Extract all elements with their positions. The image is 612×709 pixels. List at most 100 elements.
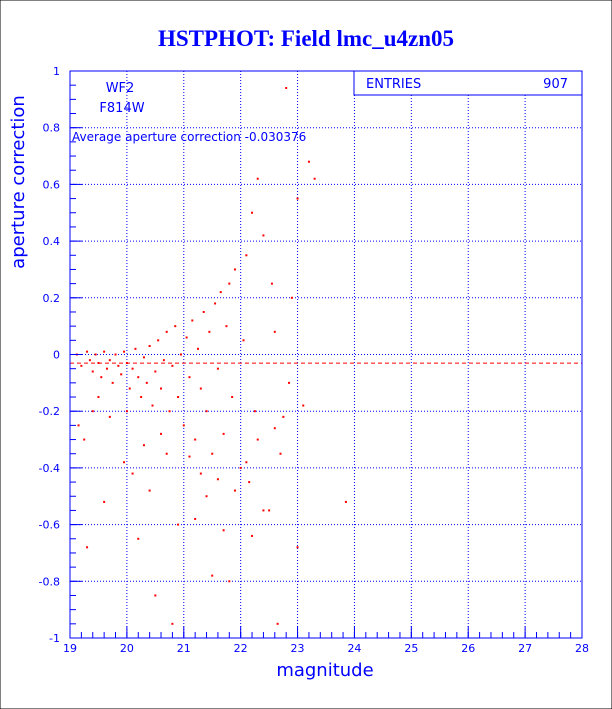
data-point (188, 376, 191, 379)
data-point (242, 339, 245, 342)
data-point (290, 296, 293, 299)
data-point (262, 509, 265, 512)
x-tick-label: 28 (575, 642, 589, 655)
data-point (165, 330, 168, 333)
data-point (142, 356, 145, 359)
data-point (131, 367, 134, 370)
data-point (188, 455, 191, 458)
data-point (154, 594, 157, 597)
data-point (219, 291, 222, 294)
data-point (307, 160, 310, 163)
data-point (191, 319, 194, 322)
data-point (117, 364, 120, 367)
y-tick-label: -1 (49, 632, 60, 645)
data-point (273, 427, 276, 430)
x-tick-label: 24 (347, 642, 361, 655)
data-point (83, 438, 86, 441)
data-point (256, 438, 259, 441)
data-point (140, 396, 143, 399)
data-point (142, 444, 145, 447)
data-point (313, 177, 316, 180)
x-tick-label: 22 (234, 642, 248, 655)
data-point (216, 367, 219, 370)
x-axis: 19 20 21 22 23 24 25 26 27 28 (63, 626, 589, 655)
data-point (131, 472, 134, 475)
y-tick-label: -0.8 (39, 575, 60, 588)
y-tick-label: 0.6 (43, 178, 61, 191)
data-point (233, 489, 236, 492)
data-point (148, 344, 151, 347)
stats-value: 907 (543, 77, 568, 92)
data-point (199, 472, 202, 475)
data-point (86, 546, 89, 549)
x-axis-label: magnitude (276, 660, 373, 681)
data-point (148, 489, 151, 492)
data-point (100, 376, 103, 379)
data-point (270, 282, 273, 285)
data-point (105, 367, 108, 370)
y-tick-label: 0.4 (43, 235, 61, 248)
data-point (165, 452, 168, 455)
data-point (145, 381, 148, 384)
y-tick-label: 0 (53, 349, 60, 362)
data-point (222, 432, 225, 435)
data-point (125, 362, 128, 365)
data-point (302, 404, 305, 407)
data-point (279, 452, 282, 455)
data-point (160, 387, 163, 390)
stats-label: ENTRIES (366, 77, 421, 92)
data-point (97, 396, 100, 399)
data-point (211, 574, 214, 577)
data-point (174, 325, 177, 328)
data-point (285, 87, 288, 90)
data-point (245, 254, 248, 257)
x-tick-label: 27 (518, 642, 532, 655)
data-point (80, 364, 83, 367)
data-point (160, 432, 163, 435)
data-point (194, 517, 197, 520)
data-point (231, 396, 234, 399)
data-point (177, 523, 180, 526)
x-tick-label: 23 (291, 642, 305, 655)
data-point (344, 500, 347, 503)
data-point (208, 330, 211, 333)
x-tick-label: 26 (461, 642, 475, 655)
x-tick-label: 20 (120, 642, 134, 655)
data-point (185, 336, 188, 339)
data-point (256, 177, 259, 180)
data-point (211, 452, 214, 455)
data-point (222, 529, 225, 532)
data-point (134, 347, 137, 350)
average-annotation: Average aperture correction -0.030376 (72, 130, 306, 144)
data-point (123, 350, 126, 353)
data-point (88, 359, 91, 362)
data-point (233, 268, 236, 271)
data-point (114, 353, 117, 356)
data-point (182, 424, 185, 427)
data-point (91, 370, 94, 373)
data-point (108, 359, 111, 362)
data-point (137, 537, 140, 540)
y-axis-label: aperture correction (8, 95, 29, 269)
data-point (205, 495, 208, 498)
data-point (228, 282, 231, 285)
x-tick-label: 21 (177, 642, 191, 655)
filter-label: F814W (99, 101, 144, 116)
y-tick-label: 0.2 (43, 292, 61, 305)
data-point (179, 353, 182, 356)
data-point (168, 410, 171, 413)
x-tick-label: 25 (404, 642, 418, 655)
data-point (262, 234, 265, 237)
stats-box: ENTRIES 907 (353, 70, 583, 96)
data-point (296, 197, 299, 200)
data-point (137, 376, 140, 379)
data-point (77, 424, 80, 427)
x-tick-label: 19 (63, 642, 77, 655)
y-tick-label: -0.2 (39, 405, 60, 418)
data-point (94, 353, 97, 356)
data-point (296, 546, 299, 549)
data-point (245, 461, 248, 464)
data-point (125, 410, 128, 413)
